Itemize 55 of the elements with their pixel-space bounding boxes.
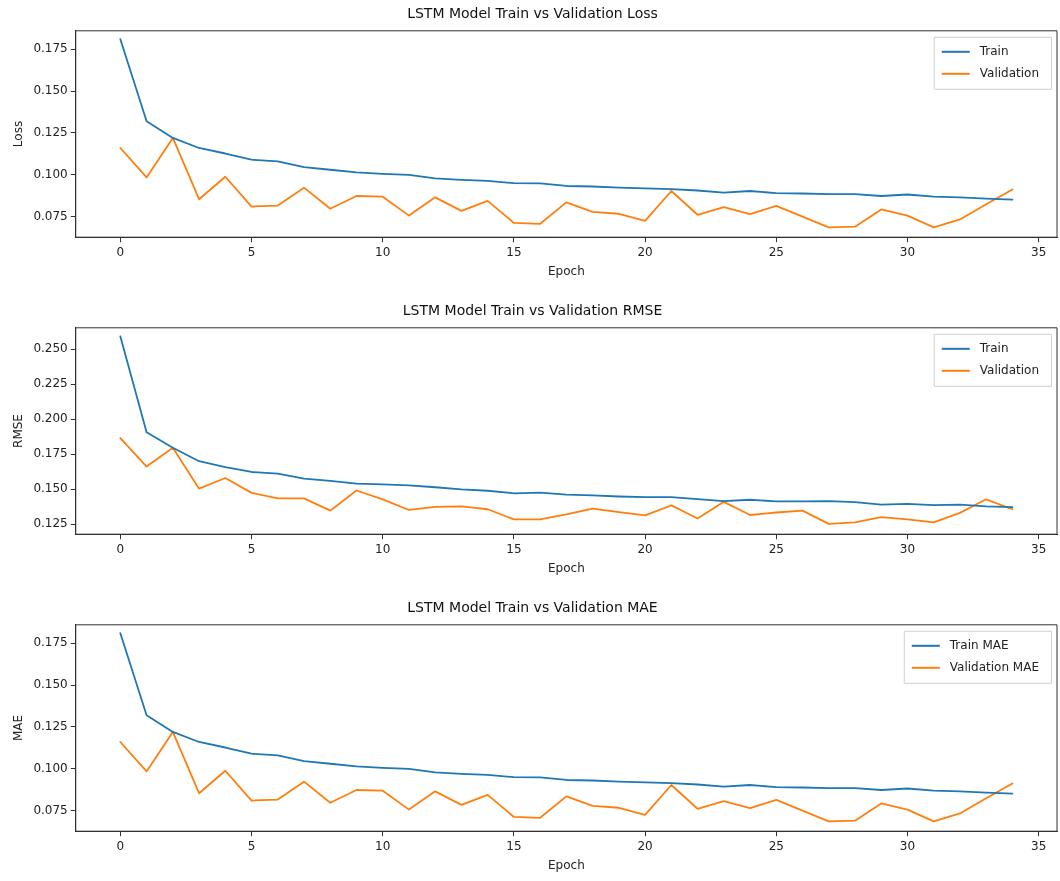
legend-label: Train (978, 43, 1009, 58)
x-axis-title: Epoch (548, 263, 585, 278)
x-axis-title: Epoch (548, 560, 585, 575)
x-tick-label: 10 (375, 838, 391, 853)
y-tick-label: 0.175 (33, 635, 68, 650)
x-tick-label: 20 (637, 541, 653, 556)
y-tick-label: 0.175 (33, 446, 68, 461)
chart-title: LSTM Model Train vs Validation MAE (407, 599, 658, 616)
x-tick-label: 20 (637, 838, 653, 853)
x-tick-label: 0 (116, 838, 125, 853)
y-tick-label: 0.150 (33, 481, 68, 496)
x-tick-label: 35 (1030, 244, 1047, 259)
y-tick-label: 0.250 (33, 341, 68, 356)
legend-label: Train MAE (948, 637, 1009, 652)
x-tick-label: 5 (247, 541, 256, 556)
y-axis-title: Loss (11, 120, 26, 148)
x-tick-label: 0 (116, 244, 125, 259)
x-tick-label: 0 (116, 541, 125, 556)
x-tick-label: 15 (506, 244, 522, 259)
y-axis-title: MAE (11, 714, 26, 742)
x-tick-label: 10 (375, 244, 391, 259)
x-tick-label: 35 (1030, 541, 1047, 556)
y-tick-label: 0.125 (33, 719, 68, 734)
y-tick-label: 0.175 (33, 41, 68, 56)
x-tick-label: 5 (247, 838, 256, 853)
x-tick-label: 25 (768, 244, 784, 259)
x-tick-label: 35 (1030, 838, 1047, 853)
y-tick-label: 0.075 (33, 802, 68, 817)
x-tick-label: 15 (506, 838, 522, 853)
y-tick-label: 0.100 (33, 760, 68, 775)
x-tick-label: 25 (768, 541, 784, 556)
y-tick-label: 0.075 (33, 208, 68, 223)
y-tick-label: 0.125 (33, 125, 68, 140)
legend-label: Validation (979, 362, 1040, 377)
legend-label: Validation (979, 65, 1040, 80)
x-axis-title: Epoch (548, 857, 585, 872)
x-tick-label: 20 (637, 244, 653, 259)
y-tick-label: 0.125 (33, 516, 68, 531)
legend-label: Validation MAE (949, 659, 1039, 674)
y-tick-label: 0.150 (33, 677, 68, 692)
x-tick-label: 30 (899, 541, 916, 556)
y-tick-label: 0.225 (33, 376, 68, 391)
y-tick-label: 0.150 (33, 83, 68, 98)
chart-title: LSTM Model Train vs Validation Loss (407, 5, 658, 22)
y-tick-label: 0.100 (33, 166, 68, 181)
legend-label: Train (978, 340, 1009, 355)
x-tick-label: 25 (768, 838, 784, 853)
chart-title: LSTM Model Train vs Validation RMSE (402, 302, 663, 319)
x-tick-label: 5 (247, 244, 256, 259)
y-tick-label: 0.200 (33, 411, 68, 426)
x-tick-label: 15 (506, 541, 522, 556)
x-tick-label: 30 (899, 244, 916, 259)
x-tick-label: 10 (375, 541, 391, 556)
y-axis-title: RMSE (11, 414, 26, 448)
x-tick-label: 30 (899, 838, 916, 853)
